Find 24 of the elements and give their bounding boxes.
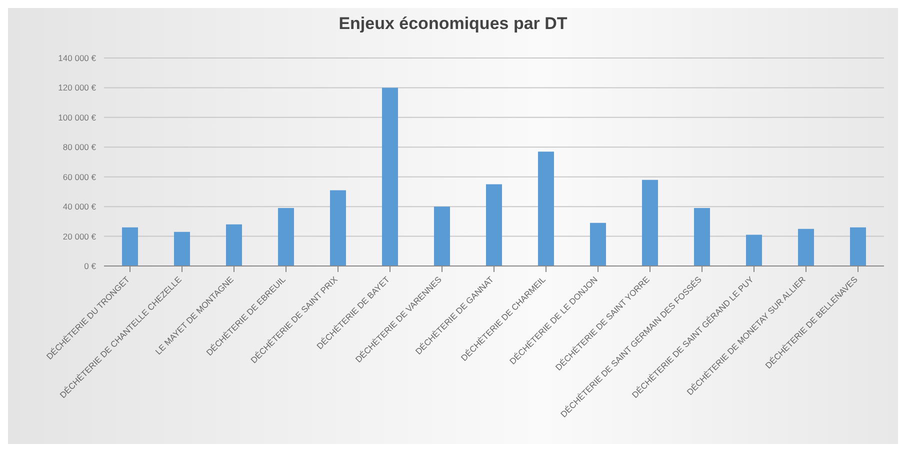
bar [278,208,294,266]
y-tick-label: 0 € [84,261,96,272]
bar [538,152,554,266]
bar [382,88,398,266]
bar [122,227,138,266]
bar [642,180,658,266]
y-tick-label: 40 000 € [62,202,96,212]
bar [746,234,762,266]
bar [330,190,346,266]
y-tick-label: 80 000 € [62,142,96,152]
y-tick-label: 140 000 € [58,53,96,64]
bar [174,232,190,266]
y-tick-label: 60 000 € [62,172,96,182]
y-tick-label: 120 000 € [58,82,96,93]
bar [694,208,710,266]
bar [434,206,450,266]
y-tick-label: 20 000 € [62,231,96,242]
y-tick-label: 100 000 € [58,112,96,122]
bar [590,222,606,266]
chart-title: Enjeux économiques par DT [338,14,568,34]
bar [226,224,242,266]
bar [486,184,502,266]
bar [798,228,814,266]
bar [850,227,866,266]
